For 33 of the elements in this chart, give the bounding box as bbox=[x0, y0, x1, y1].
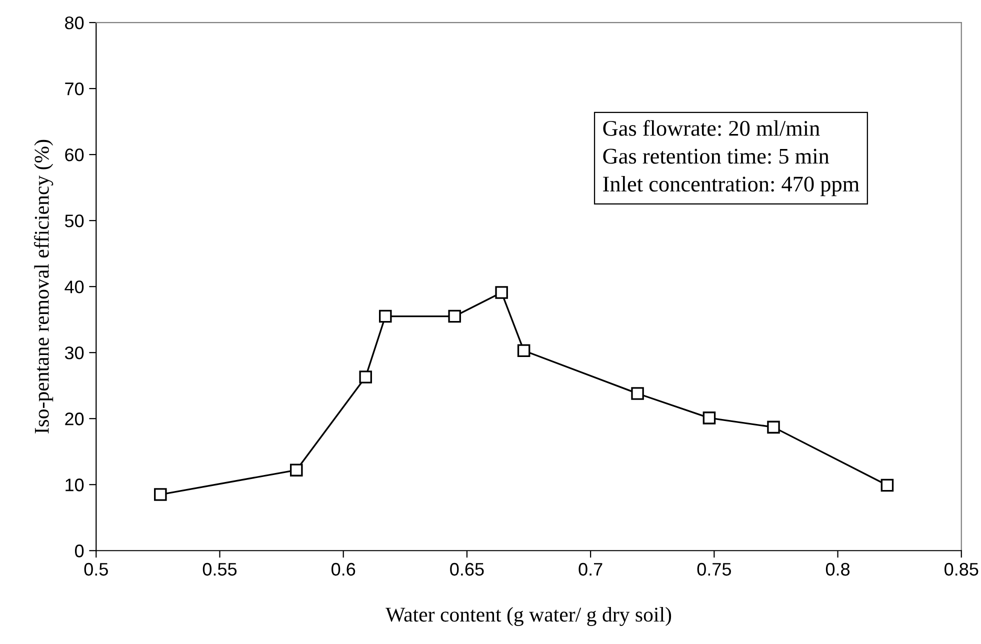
point bbox=[767, 420, 780, 434]
x-tick-label: 0.5 bbox=[84, 562, 108, 576]
annotation: Gas flowrate: 20 ml/min bbox=[603, 120, 820, 136]
y-tick-label: 40 bbox=[64, 280, 84, 294]
point bbox=[495, 286, 508, 299]
y-tick-label: 0 bbox=[74, 544, 84, 558]
y-axis-title: Iso-pentane removal efficiency (%) bbox=[34, 140, 54, 434]
x-tick-label: 0.65 bbox=[450, 562, 484, 576]
point bbox=[378, 310, 392, 323]
point bbox=[448, 310, 461, 323]
point bbox=[154, 488, 167, 501]
y-tick-label: 30 bbox=[64, 346, 84, 360]
y-tick-label: 20 bbox=[65, 412, 84, 426]
point bbox=[290, 464, 303, 476]
y-tick-label: 10 bbox=[66, 478, 84, 492]
y-tick-label: 70 bbox=[65, 82, 84, 96]
x-tick-label: 0.7 bbox=[578, 562, 602, 576]
y-tick-label: 50 bbox=[64, 214, 84, 228]
x-tick-label: 0.75 bbox=[697, 562, 731, 576]
point bbox=[702, 412, 716, 424]
x-tick-label: 0.8 bbox=[826, 562, 850, 576]
x-axis-title: Water content (g water/ g dry soil) bbox=[386, 607, 672, 626]
point bbox=[880, 478, 894, 492]
y-tick-label: 60 bbox=[65, 148, 84, 162]
x-tick-label: 0.6 bbox=[332, 562, 356, 576]
point bbox=[517, 344, 530, 357]
y-tick-label: 80 bbox=[65, 16, 84, 30]
annotation: Inlet concentration: 470 ppm bbox=[603, 176, 860, 196]
x-tick-label: 0.85 bbox=[944, 562, 978, 576]
annotation: Gas retention time: 5 min bbox=[603, 148, 830, 164]
point bbox=[359, 370, 372, 384]
point bbox=[631, 387, 644, 400]
x-tick-label: 0.55 bbox=[202, 562, 237, 576]
